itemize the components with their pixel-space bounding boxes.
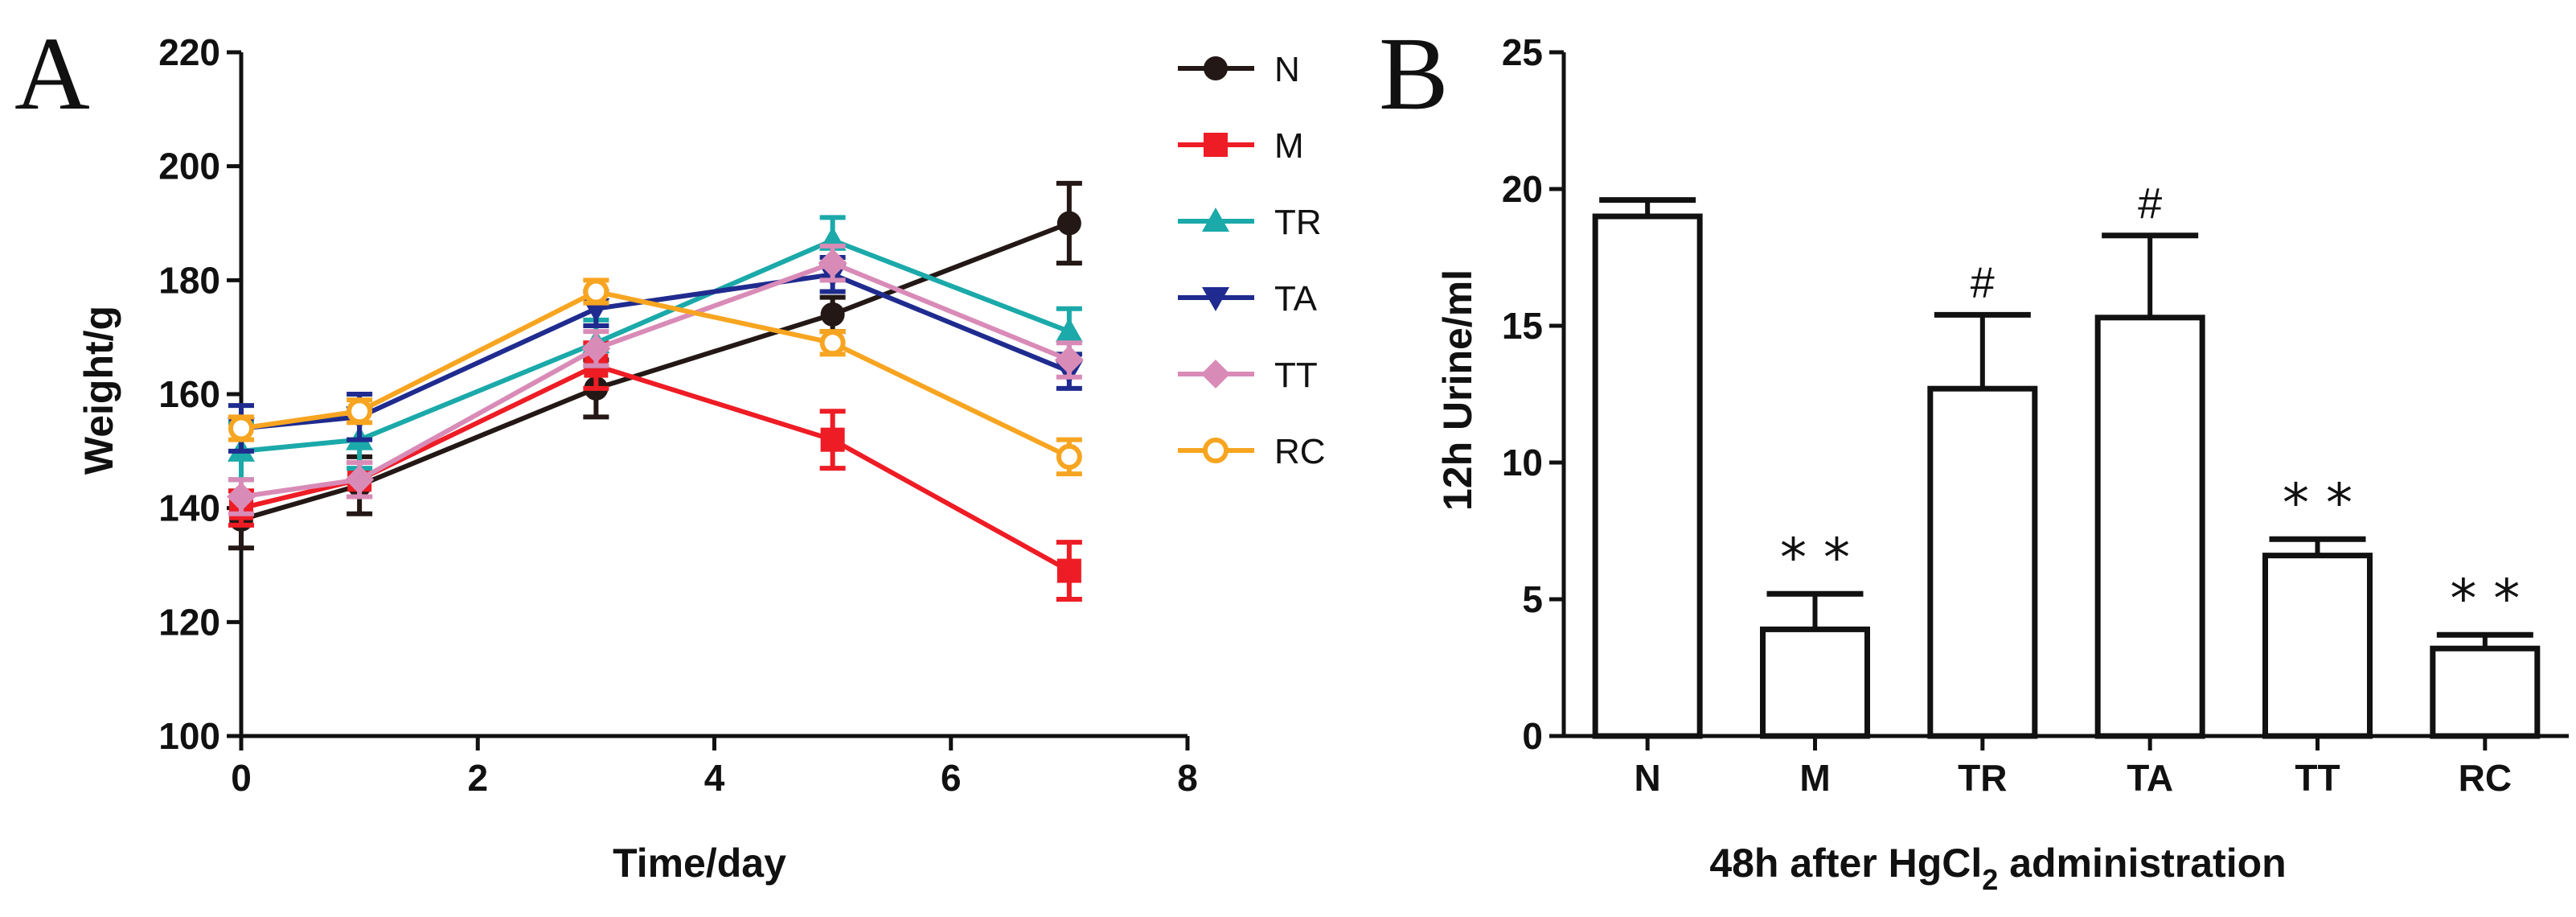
- data-point: [1056, 211, 1081, 236]
- bar-rc: [2430, 645, 2541, 739]
- significance-label: * *: [1780, 527, 1850, 589]
- data-point: [1056, 443, 1082, 470]
- series-n: [228, 180, 1082, 551]
- line-chart-weight: Weight/g Time/day 100 120 140 160 180 200 220 0…: [76, 31, 1326, 886]
- panel-label-a: A: [14, 16, 90, 132]
- legend-marker: [1203, 438, 1229, 463]
- data-point: [819, 330, 846, 356]
- legend-marker: [1202, 208, 1229, 232]
- x-tick-label: TR: [1958, 757, 2007, 799]
- x-tick-label: N: [1635, 757, 1661, 799]
- data-point: [820, 302, 845, 327]
- y-tick-label: 140: [158, 487, 220, 529]
- x-tick-label: 8: [1177, 757, 1198, 799]
- legend-marker: [1204, 133, 1228, 157]
- significance-label: #: [1971, 258, 1995, 306]
- y-tick-label: 25: [1502, 31, 1543, 73]
- legend-marker: [1204, 56, 1228, 80]
- legend-label: N: [1274, 50, 1300, 89]
- y-tick-label: 0: [1522, 715, 1543, 757]
- y-tick-label: 160: [158, 373, 220, 415]
- y-tick-label: 15: [1502, 305, 1543, 347]
- data-point: [820, 427, 845, 452]
- data-point: [345, 465, 375, 495]
- y-tick-label: 120: [158, 601, 220, 643]
- data-point: [1056, 558, 1081, 583]
- y-tick-label: 10: [1502, 442, 1543, 483]
- y-tick-label: 220: [158, 31, 220, 73]
- x-tick-label: RC: [2459, 757, 2512, 799]
- data-point: [1054, 345, 1084, 375]
- x-tick-label: 0: [231, 757, 252, 799]
- data-point: [227, 482, 256, 512]
- data-point: [583, 278, 609, 305]
- series-tt: [227, 243, 1084, 516]
- legend-label: RC: [1274, 432, 1326, 471]
- data-point: [581, 334, 611, 364]
- bar-tt: [2262, 553, 2373, 739]
- y-axis-label: 12h Urine/ml: [1435, 269, 1480, 511]
- legend-label: TT: [1274, 356, 1318, 395]
- data-point: [228, 415, 254, 442]
- y-axis-label: Weight/g: [76, 306, 121, 475]
- bar-ta: [2094, 315, 2205, 739]
- x-tick-label: 2: [467, 757, 488, 799]
- data-point: [818, 249, 847, 278]
- legend-marker: [1201, 360, 1230, 389]
- legend-label: M: [1274, 126, 1304, 166]
- legend: NM TR TA TT RC: [1178, 50, 1326, 471]
- bar-n: [1592, 213, 1703, 739]
- x-tick-label: 6: [941, 757, 962, 799]
- x-tick-label: 4: [704, 757, 725, 799]
- x-axis-label: 48h after HgCl2 administration: [1709, 841, 2286, 896]
- x-tick-label: TT: [2295, 757, 2340, 799]
- panel-label-b: B: [1379, 16, 1449, 132]
- bar-chart-urine: 12h Urine/ml 48h after HgCl2 administrat…: [1435, 31, 2569, 896]
- significance-label: * *: [2450, 568, 2520, 630]
- x-axis-label: Time/day: [613, 841, 786, 886]
- data-point: [1055, 318, 1083, 343]
- series-rc: [228, 278, 1082, 477]
- y-tick-label: 5: [1522, 578, 1543, 620]
- legend-marker: [1202, 287, 1229, 311]
- bar-m: [1760, 626, 1870, 739]
- legend-label: TA: [1274, 279, 1318, 319]
- x-tick-label: TA: [2127, 757, 2173, 799]
- y-tick-label: 200: [158, 146, 220, 187]
- data-point: [347, 398, 373, 425]
- y-tick-label: 20: [1502, 168, 1543, 210]
- legend-label: TR: [1274, 203, 1322, 242]
- x-tick-label: M: [1799, 757, 1830, 799]
- significance-label: #: [2138, 179, 2162, 228]
- bar-tr: [1927, 385, 2038, 739]
- significance-label: * *: [2283, 472, 2352, 534]
- y-tick-label: 180: [158, 259, 220, 301]
- y-tick-label: 100: [158, 715, 220, 757]
